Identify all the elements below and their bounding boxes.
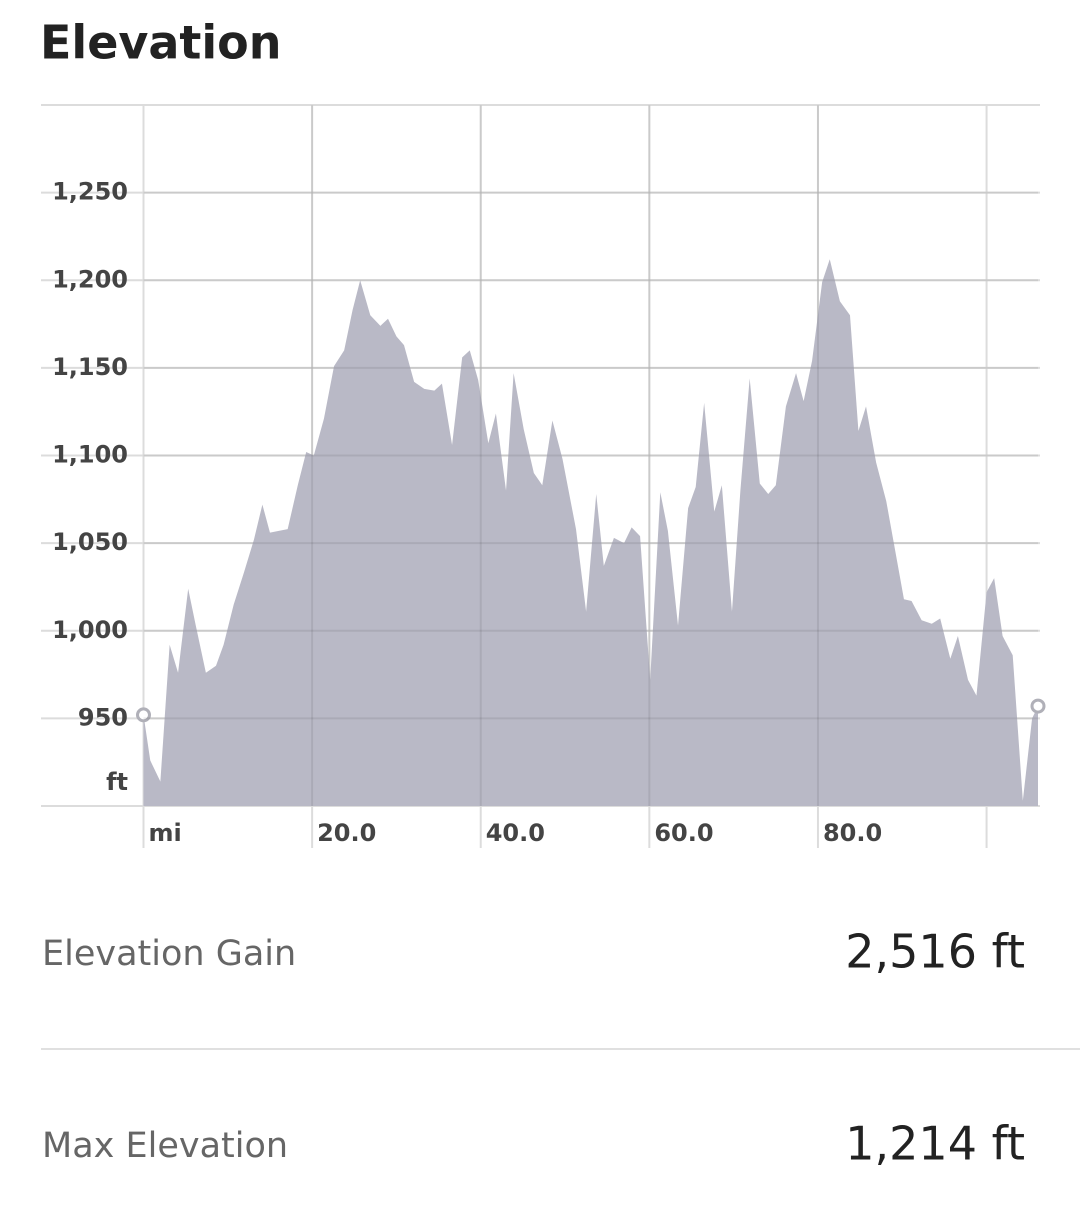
x-unit-label: mi [149, 819, 182, 847]
endpoint-marker [1030, 698, 1046, 714]
x-tick-label: 20.0 [317, 819, 376, 847]
y-tick-label: 1,150 [52, 353, 128, 381]
x-tick-label: 80.0 [823, 819, 882, 847]
y-tick-label: 1,100 [52, 441, 128, 469]
y-unit-label: ft [106, 768, 128, 796]
stat-label: Elevation Gain [42, 934, 296, 974]
stat-label: Max Elevation [42, 1126, 288, 1166]
endpoint-marker [136, 707, 151, 723]
y-tick-label: 1,250 [52, 178, 128, 206]
x-tick-label: 40.0 [486, 819, 545, 847]
y-tick-label: 1,050 [52, 528, 128, 556]
chart-title: Elevation [40, 16, 282, 70]
elevation-area [143, 259, 1038, 807]
stat-value: 1,214 ft [845, 1117, 1025, 1171]
x-tick-label: 60.0 [654, 819, 713, 847]
y-tick-label: 950 [78, 703, 128, 731]
y-tick-label: 1,200 [52, 265, 128, 293]
y-tick-label: 1,000 [52, 616, 128, 644]
stat-value: 2,516 ft [845, 925, 1025, 979]
